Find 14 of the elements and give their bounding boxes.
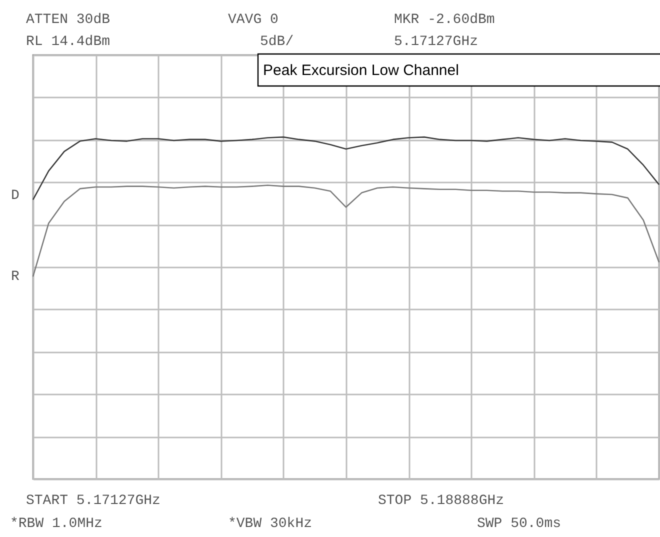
text: START 5.17127GHz <box>26 493 160 509</box>
text: ATTEN 30dB <box>26 12 110 28</box>
chart-title: Peak Excursion Low Channel <box>263 62 459 79</box>
text: VAVG 0 <box>228 12 278 28</box>
text: STOP 5.18888GHz <box>378 493 504 509</box>
text: MKR -2.60dBm <box>394 12 495 28</box>
text: *VBW 30kHz <box>228 516 312 532</box>
text: R <box>11 269 20 285</box>
text: 5dB/ <box>260 34 294 50</box>
text: SWP 50.0ms <box>477 516 562 532</box>
text: RL 14.4dBm <box>26 34 110 50</box>
text: 5.17127GHz <box>394 34 478 50</box>
text: D <box>11 188 20 204</box>
text: *RBW 1.0MHz <box>10 516 102 532</box>
